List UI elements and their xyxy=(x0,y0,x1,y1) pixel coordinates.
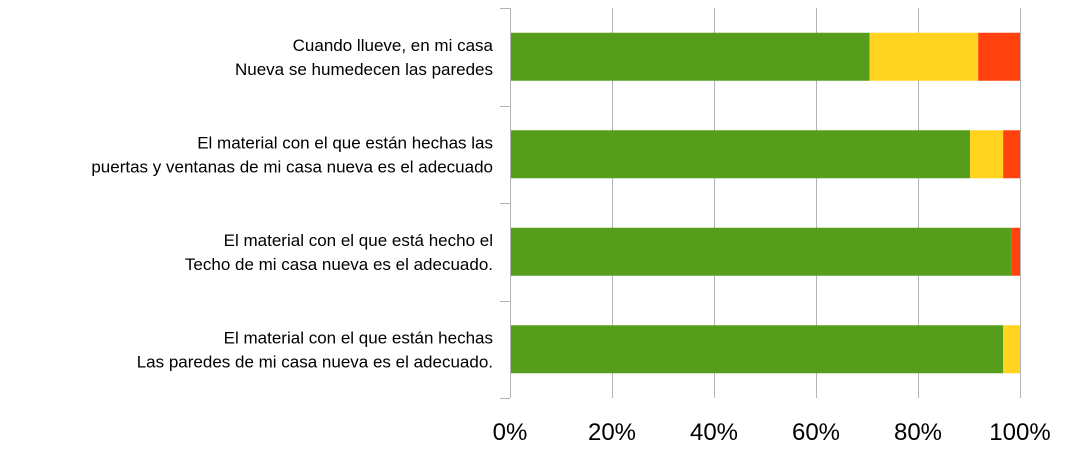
category-label: Las paredes de mi casa nueva es el adecu… xyxy=(137,352,493,371)
x-tick-label: 100% xyxy=(989,419,1050,446)
category-label: Nueva se humedecen las paredes xyxy=(235,60,493,79)
category-label: puertas y ventanas de mi casa nueva es e… xyxy=(91,157,493,176)
bar-segment xyxy=(970,130,1004,179)
label-layer: 0% 20% 40% 60% 80% 100% Cuando llueve, en mi c… xyxy=(91,36,1050,446)
x-tick-label: 0% xyxy=(493,419,528,446)
bar-layer xyxy=(510,32,1020,374)
bar-segment xyxy=(510,325,1004,374)
bar-segment xyxy=(510,227,1012,276)
bar-segment xyxy=(978,32,1020,81)
x-tick-label: 20% xyxy=(588,419,636,446)
category-label: El material con el que están hechas las xyxy=(197,133,493,152)
axis-layer xyxy=(500,8,511,399)
x-tick-label: 60% xyxy=(792,419,840,446)
category-label: Cuando llueve, en mi casa xyxy=(293,36,494,55)
bar-segment xyxy=(510,130,971,179)
bar-segment xyxy=(869,32,979,81)
category-label: Techo de mi casa nueva es el adecuado. xyxy=(185,255,493,274)
bar-segment xyxy=(510,32,870,81)
bar-segment xyxy=(1011,227,1020,276)
x-tick-label: 80% xyxy=(894,419,942,446)
x-tick-label: 40% xyxy=(690,419,738,446)
bar-segment xyxy=(1003,130,1020,179)
category-label: El material con el que están hechas xyxy=(224,328,493,347)
bar-segment xyxy=(1003,325,1020,374)
category-label: El material con el que está hecho el xyxy=(224,231,493,250)
